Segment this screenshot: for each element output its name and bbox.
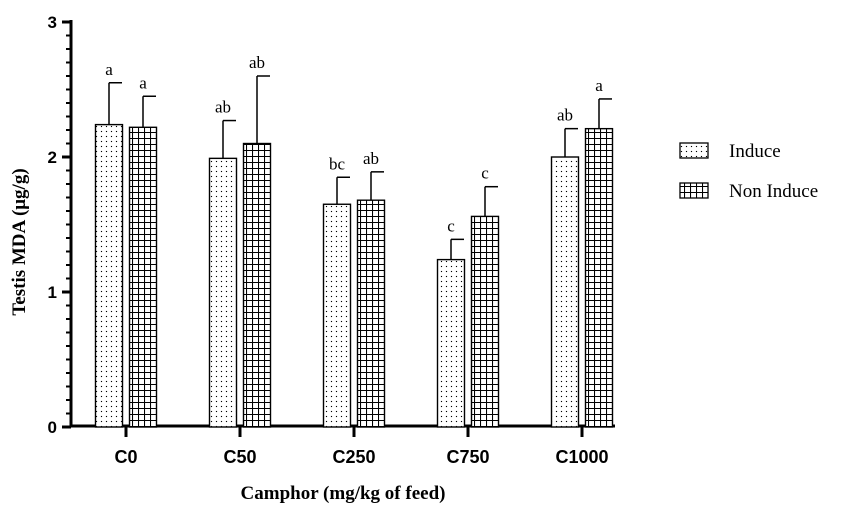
legend-label-non-induce: Non Induce <box>729 181 818 202</box>
x-axis: C0 C50 C250 C750 C1000 <box>70 424 615 467</box>
significance-letter: ab <box>557 106 573 125</box>
significance-letter: ab <box>249 53 265 72</box>
bar-induce-c50 <box>208 157 238 428</box>
bar-non-induce-c1000 <box>584 127 614 428</box>
bar-induce-c0 <box>94 123 124 428</box>
significance-letter: bc <box>329 154 346 173</box>
legend: Induce Non Induce <box>679 141 818 202</box>
bar-non-induce-c250 <box>356 199 386 428</box>
significance-letter: ab <box>363 149 379 168</box>
y-tick-label: 3 <box>48 13 57 32</box>
x-tick-label: C1000 <box>555 447 608 467</box>
bar-induce-c1000 <box>550 156 580 428</box>
significance-letter: ab <box>215 98 231 117</box>
significance-letter: c <box>447 216 455 235</box>
y-tick-label: 2 <box>48 148 57 167</box>
y-axis: 0 1 2 3 <box>48 13 73 437</box>
bar-non-induce-c0 <box>128 126 158 428</box>
x-tick-label: C250 <box>332 447 375 467</box>
x-tick-label: C0 <box>114 447 137 467</box>
bar-non-induce-c50 <box>242 142 272 428</box>
significance-letter: a <box>105 60 113 79</box>
significance-letter: a <box>595 76 603 95</box>
significance-letter: c <box>481 164 489 183</box>
x-ticks: C0 C50 C250 C750 C1000 <box>114 427 609 467</box>
bar-induce-c250 <box>322 203 352 428</box>
legend-swatch-non-induce <box>679 182 709 199</box>
bars <box>94 123 614 428</box>
x-tick-label: C750 <box>446 447 489 467</box>
y-axis-title: Testis MDA (μg/g) <box>9 168 30 315</box>
x-axis-title: Camphor (mg/kg of feed) <box>241 483 446 504</box>
y-tick-label: 1 <box>48 283 57 302</box>
x-tick-label: C50 <box>223 447 256 467</box>
bar-induce-c750 <box>436 258 466 428</box>
y-ticks: 0 1 2 3 <box>48 13 71 437</box>
y-tick-label: 0 <box>48 418 57 437</box>
legend-swatch-induce <box>679 142 709 159</box>
bar-non-induce-c750 <box>470 215 500 428</box>
error-bars <box>108 75 612 260</box>
legend-label-induce: Induce <box>729 141 781 162</box>
significance-letter: a <box>139 73 147 92</box>
